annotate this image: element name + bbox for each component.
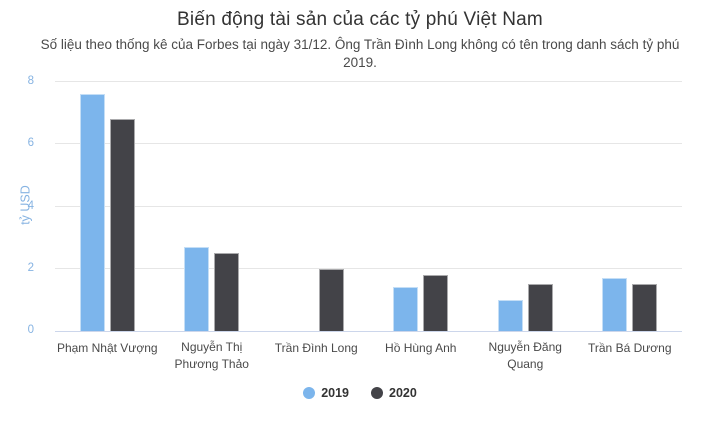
x-category-label: Nguyễn Đăng Quang — [488, 340, 562, 372]
bar-2019-pham-nhat-vuong[interactable] — [79, 94, 105, 331]
bar-2020-tran-inh-long[interactable] — [318, 268, 344, 331]
legend: 2019 2020 — [0, 386, 720, 400]
gridline — [55, 143, 682, 145]
bar-2019-nguyen-thi-phuong-thao[interactable] — [184, 246, 210, 331]
legend-item-2020[interactable]: 2020 — [371, 386, 417, 400]
x-category-label: Trần Bá Dương — [588, 341, 672, 355]
bar-group-tran-inh-long — [264, 82, 369, 331]
x-axis-labels: Phạm Nhật Vượng Nguyễn Thị Phương Thảo Trầ… — [55, 339, 682, 373]
y-axis-tick-labels: 0 2 4 6 8 — [0, 75, 40, 336]
x-category-label: Phạm Nhật Vượng — [56, 341, 158, 355]
x-category-label: Trần Đình Long — [274, 341, 358, 355]
legend-item-2019[interactable]: 2019 — [303, 386, 349, 400]
bar-2019-ho-hung-anh[interactable] — [393, 287, 419, 331]
bar-2020-tran-ba-duong[interactable] — [632, 284, 658, 331]
bar-group-ho-hung-anh — [369, 82, 474, 331]
x-category-nguyen-ang-quang: Nguyễn Đăng Quang — [473, 339, 578, 373]
x-category-tran-ba-duong: Trần Bá Dương — [578, 339, 683, 373]
plot-area — [55, 81, 683, 332]
bar-2019-tran-ba-duong[interactable] — [602, 278, 628, 331]
legend-label: 2019 — [321, 386, 349, 400]
chart-title: Biến động tài sản của các tỷ phú Việt Na… — [177, 9, 543, 30]
gridline — [55, 205, 682, 207]
gridline — [55, 81, 682, 82]
bar-2020-ho-hung-anh[interactable] — [423, 274, 449, 331]
x-category-nguyen-thi-phuong-thao: Nguyễn Thị Phương Thảo — [160, 339, 265, 373]
legend-label: 2020 — [389, 386, 417, 400]
bar-group-tran-ba-duong — [578, 82, 683, 331]
legend-marker-icon — [371, 387, 383, 399]
x-category-label: Nguyễn Thị Phương Thảo — [174, 340, 249, 372]
y-tick-label: 0 — [27, 324, 34, 336]
bar-group-nguyen-ang-quang — [473, 82, 578, 331]
x-category-ho-hung-anh: Hồ Hùng Anh — [369, 339, 474, 373]
legend-marker-icon — [303, 387, 316, 399]
x-category-label: Hồ Hùng Anh — [385, 341, 457, 355]
bar-2020-nguyen-ang-quang[interactable] — [527, 284, 553, 331]
bar-group-nguyen-thi-phuong-thao — [160, 82, 265, 331]
y-tick-label: 6 — [27, 137, 34, 150]
bar-2019-nguyen-ang-quang[interactable] — [497, 299, 523, 331]
bar-2020-nguyen-thi-phuong-thao[interactable] — [214, 253, 240, 331]
gridline — [55, 267, 682, 269]
bar-2020-pham-nhat-vuong[interactable] — [109, 119, 135, 331]
bar-group-pham-nhat-vuong — [55, 82, 160, 331]
x-category-pham-nhat-vuong: Phạm Nhật Vượng — [55, 339, 160, 373]
y-tick-label: 8 — [27, 75, 34, 87]
y-tick-label: 2 — [27, 261, 34, 274]
chart-subtitle: Số liệu theo thống kê của Forbes tại ngà… — [40, 37, 680, 70]
y-tick-label: 4 — [27, 199, 34, 212]
x-category-tran-inh-long: Trần Đình Long — [264, 339, 369, 373]
